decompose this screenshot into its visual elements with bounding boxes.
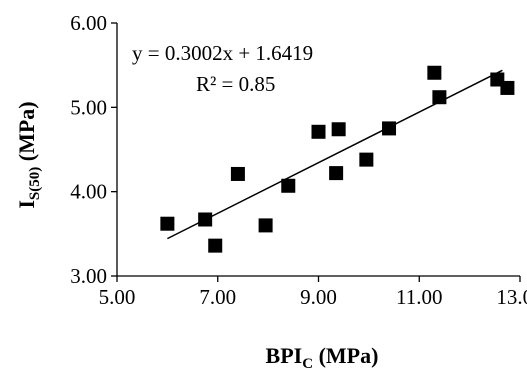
- data-point: [208, 238, 223, 253]
- data-point: [281, 178, 296, 193]
- y-axis-title-unit: (MPa): [14, 101, 39, 166]
- y-axis-title: IS(50) (MPa): [14, 101, 43, 208]
- data-point: [432, 90, 447, 105]
- y-tick-label: 6.00: [70, 11, 107, 35]
- y-axis-title-sub: S(50): [27, 167, 43, 200]
- data-point: [258, 218, 273, 233]
- x-tick-labels: 5.00 7.00 9.00 11.00 13.00: [99, 285, 527, 309]
- x-tick-label: 5.00: [99, 285, 136, 309]
- data-points: [160, 65, 515, 253]
- equation-annotation: y = 0.3002x + 1.6419: [132, 41, 313, 65]
- x-tick-label: 11.00: [396, 285, 442, 309]
- data-point: [311, 124, 326, 139]
- data-point: [329, 166, 344, 181]
- x-axis-title-main: BPI: [266, 343, 303, 368]
- data-point: [331, 122, 346, 137]
- y-tick-label: 4.00: [70, 180, 107, 204]
- axis-ticks: [111, 22, 521, 282]
- y-tick-labels: 3.00 4.00 5.00 6.00: [70, 11, 107, 288]
- x-tick-label: 13.00: [496, 285, 527, 309]
- r-squared-annotation: R² = 0.85: [196, 72, 275, 96]
- data-point: [427, 65, 442, 80]
- x-tick-label: 7.00: [199, 285, 236, 309]
- x-tick-label: 9.00: [300, 285, 337, 309]
- y-axis-title-main: I: [14, 200, 39, 209]
- data-point: [230, 166, 245, 181]
- data-point: [198, 212, 213, 227]
- data-point: [382, 121, 397, 136]
- x-axis-title-unit: (MPa): [313, 343, 378, 368]
- y-tick-label: 5.00: [70, 95, 107, 119]
- data-point: [359, 152, 374, 167]
- r-squared-text: R² = 0.85: [196, 72, 275, 96]
- y-tick-label: 3.00: [70, 264, 107, 288]
- data-point: [500, 80, 515, 95]
- x-axis-title: BPIC (MPa): [266, 343, 379, 368]
- trendline: [167, 69, 503, 240]
- data-point: [160, 216, 175, 231]
- x-axis-title-sub: C: [302, 356, 313, 368]
